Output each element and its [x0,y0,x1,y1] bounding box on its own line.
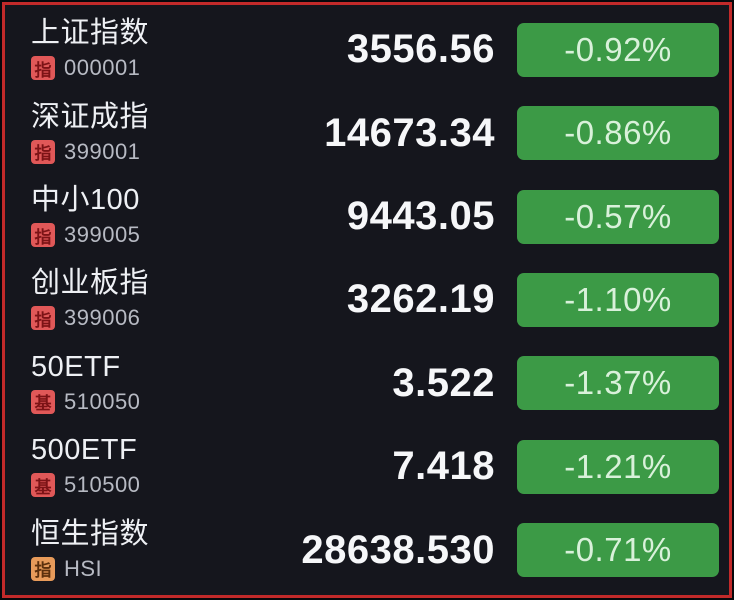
index-code: 399001 [64,138,141,164]
change-percent-badge[interactable]: -0.57% [517,189,719,244]
index-price: 3262.19 [346,277,495,322]
instrument-type-tag: 指 [31,556,55,581]
instrument-type-tag: 基 [31,389,55,414]
index-row[interactable]: 上证指数 指 000001 3556.56 -0.92% [5,8,729,91]
change-percent-badge[interactable]: -1.37% [517,356,719,411]
change-percent-badge[interactable]: -0.92% [517,22,719,77]
change-percent-badge[interactable]: -0.71% [517,523,719,578]
index-price: 3.522 [392,360,495,405]
instrument-type-tag: 指 [31,223,55,248]
index-code: 000001 [64,55,141,81]
instrument-type-tag: 指 [31,139,55,164]
instrument-type-tag: 基 [31,473,55,498]
change-percent-badge[interactable]: -1.21% [517,439,719,494]
index-code-line: 指 399005 [31,222,281,248]
instrument-type-tag: 指 [31,56,55,81]
index-row[interactable]: 创业板指 指 399006 3262.19 -1.10% [5,258,729,341]
index-name: 中小100 [31,184,140,217]
instrument-type-tag: 指 [31,306,55,331]
index-code: 510050 [64,388,141,414]
index-name: 恒生指数 [31,517,150,550]
index-name: 500ETF [31,434,138,467]
index-price: 14673.34 [324,110,495,155]
index-code-line: 指 399001 [31,139,281,165]
index-info: 中小100 指 399005 [31,185,281,248]
index-name: 深证成指 [31,100,150,133]
index-code-line: 基 510050 [31,389,281,415]
index-code: 399005 [64,222,141,248]
index-info: 500ETF 基 510500 [31,435,281,498]
index-row[interactable]: 500ETF 基 510500 7.418 -1.21% [5,425,729,508]
index-info: 上证指数 指 000001 [31,18,281,81]
index-row[interactable]: 中小100 指 399005 9443.05 -0.57% [5,175,729,258]
index-code-line: 指 000001 [31,55,281,81]
change-percent-badge[interactable]: -0.86% [517,106,719,161]
index-code: 399006 [64,305,141,331]
index-code-line: 指 HSI [31,556,281,582]
index-list: 上证指数 指 000001 3556.56 -0.92% 深证成指 指 3990… [5,5,729,595]
change-percent-badge[interactable]: -1.10% [517,272,719,327]
index-name: 创业板指 [31,267,150,300]
index-info: 恒生指数 指 HSI [31,517,281,582]
index-price: 7.418 [392,444,495,489]
index-row[interactable]: 深证成指 指 399001 14673.34 -0.86% [5,91,729,174]
index-price: 28638.530 [301,527,495,572]
index-code-line: 基 510500 [31,472,281,498]
index-row[interactable]: 恒生指数 指 HSI 28638.530 -0.71% [5,509,729,592]
index-row[interactable]: 50ETF 基 510050 3.522 -1.37% [5,342,729,425]
index-info: 50ETF 基 510050 [31,350,281,415]
index-price: 9443.05 [346,194,495,239]
index-name: 上证指数 [31,17,150,50]
index-code: HSI [64,555,103,581]
index-info: 创业板指 指 399006 [31,268,281,331]
index-price: 3556.56 [346,27,495,72]
index-name: 50ETF [31,350,121,383]
index-code-line: 指 399006 [31,305,281,331]
index-info: 深证成指 指 399001 [31,100,281,165]
index-code: 510500 [64,472,141,498]
